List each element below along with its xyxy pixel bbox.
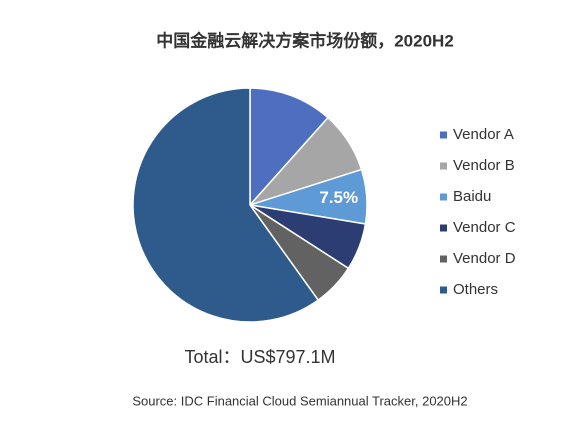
- legend-swatch: [440, 255, 447, 263]
- source-note: Source: IDC Financial Cloud Semiannual T…: [132, 393, 467, 408]
- legend-swatch: [440, 131, 447, 139]
- legend-swatch: [440, 162, 447, 170]
- legend-label: Vendor C: [453, 219, 516, 236]
- legend-label: Vendor A: [453, 126, 514, 143]
- data-label: 7.5%: [319, 188, 358, 207]
- legend-label: Vendor D: [453, 250, 516, 267]
- legend-label: Others: [453, 281, 498, 298]
- legend-swatch: [440, 286, 447, 294]
- legend-swatch: [440, 224, 447, 232]
- pie-slice: [249, 87, 329, 207]
- pie-slice: [132, 87, 320, 323]
- legend-swatch: [440, 193, 447, 201]
- legend-label: Baidu: [453, 188, 491, 205]
- total-label: Total：US$797.1M: [184, 347, 335, 367]
- legend-label: Vendor B: [453, 157, 515, 174]
- chart-title: 中国金融云解决方案市场份额，2020H2: [156, 30, 454, 50]
